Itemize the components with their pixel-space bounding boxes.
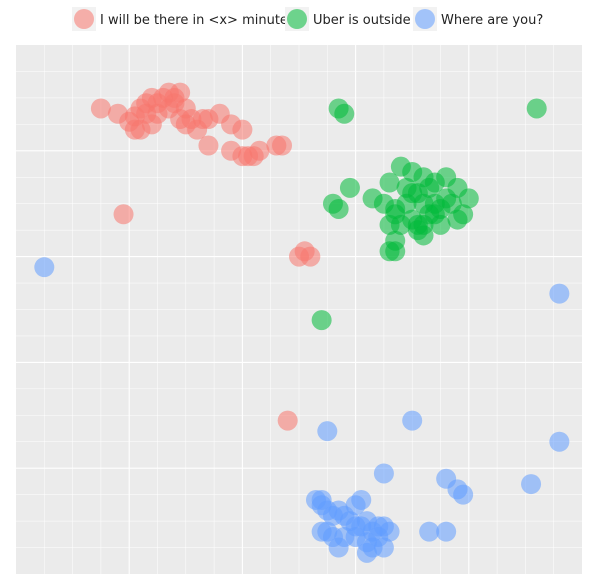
data-point	[198, 135, 219, 156]
data-point	[385, 241, 406, 262]
grid-lines	[16, 45, 582, 574]
legend-label: Where are you?	[441, 13, 543, 28]
data-point	[34, 257, 55, 278]
data-points	[34, 82, 570, 563]
data-point	[192, 109, 213, 130]
data-point	[526, 98, 547, 119]
data-point	[419, 177, 440, 198]
legend-label: Uber is outside	[313, 13, 411, 28]
data-point	[311, 489, 332, 510]
data-point	[521, 474, 542, 495]
data-point	[311, 310, 332, 331]
data-point	[447, 209, 468, 230]
data-point	[430, 214, 451, 235]
data-point	[441, 193, 462, 214]
data-point	[373, 537, 394, 558]
data-point	[339, 177, 360, 198]
data-point	[317, 421, 338, 442]
legend-key-marker	[74, 9, 94, 29]
data-point	[113, 204, 134, 225]
chart-legend: I will be there in <x> minutes Uber is ou…	[72, 7, 543, 31]
data-point	[373, 463, 394, 484]
data-point	[407, 220, 428, 241]
legend-label: I will be there in <x> minutes	[100, 13, 295, 28]
legend-key-marker	[287, 9, 307, 29]
data-point	[385, 204, 406, 225]
legend-key-marker	[415, 9, 435, 29]
data-point	[436, 521, 457, 542]
data-point	[453, 484, 474, 505]
data-point	[277, 410, 298, 431]
data-point	[351, 489, 372, 510]
data-point	[419, 521, 440, 542]
data-point	[549, 283, 570, 304]
data-point	[90, 98, 111, 119]
data-point	[170, 109, 191, 130]
data-point	[458, 188, 479, 209]
data-point	[334, 103, 355, 124]
data-point	[549, 431, 570, 452]
data-point	[379, 172, 400, 193]
data-point	[272, 135, 293, 156]
data-point	[238, 146, 259, 167]
data-point	[300, 246, 321, 267]
data-point	[396, 177, 417, 198]
data-point	[311, 521, 332, 542]
data-point	[232, 119, 253, 140]
data-point	[124, 119, 145, 140]
data-point	[402, 410, 423, 431]
data-point	[328, 537, 349, 558]
data-point	[328, 198, 349, 219]
